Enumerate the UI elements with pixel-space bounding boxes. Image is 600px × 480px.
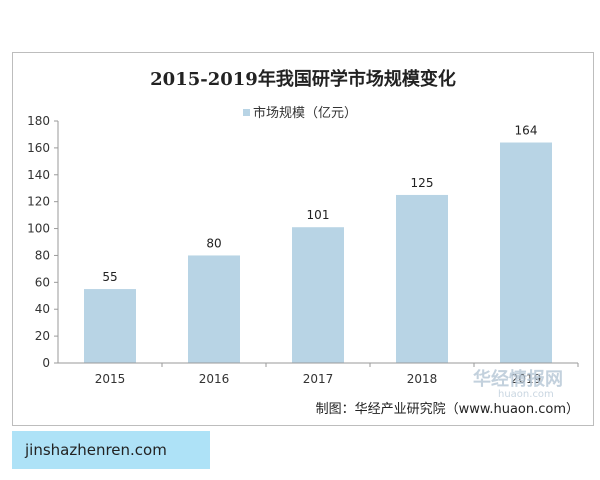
- watermark: 华经情报网 huaon.com: [473, 368, 563, 400]
- legend-label: 市场规模（亿元）: [253, 105, 357, 121]
- y-tick-label: 100: [27, 222, 50, 236]
- y-axis: 0 20 40 60 80 100 120 140 160 180: [27, 114, 59, 370]
- bar: [292, 227, 344, 363]
- y-tick-label: 180: [27, 114, 50, 128]
- legend: 市场规模（亿元）: [243, 105, 357, 121]
- bar: [396, 194, 448, 363]
- y-tick-label: 0: [42, 356, 50, 370]
- bar-chart: 2015-2019年我国研学市场规模变化 市场规模（亿元） 0 20 40 60 80 1…: [27, 68, 579, 417]
- data-label: 164: [515, 124, 538, 138]
- data-label: 125: [411, 176, 434, 190]
- source-note: 制图：华经产业研究院（www.huaon.com）: [316, 402, 579, 417]
- x-tick-label: 2015: [95, 372, 126, 386]
- y-tick-label: 20: [35, 329, 50, 343]
- data-label: 101: [307, 208, 330, 222]
- bar: [500, 142, 552, 363]
- bar: [84, 289, 136, 363]
- data-label: 80: [206, 236, 221, 250]
- y-tick-label: 160: [27, 141, 50, 155]
- bar: [188, 255, 240, 363]
- watermark-en: huaon.com: [498, 389, 554, 400]
- y-tick-label: 120: [27, 195, 50, 209]
- y-tick-label: 60: [35, 275, 50, 289]
- data-label: 55: [102, 270, 117, 284]
- chart-frame: 2015-2019年我国研学市场规模变化 市场规模（亿元） 0 20 40 60 80 1…: [12, 52, 594, 426]
- x-tick-label: 2018: [407, 372, 438, 386]
- x-tick-label: 2016: [199, 372, 230, 386]
- x-tick-label: 2017: [303, 372, 334, 386]
- chart-title: 2015-2019年我国研学市场规模变化: [150, 68, 456, 90]
- y-tick-label: 140: [27, 168, 50, 182]
- watermark-cn: 华经情报网: [473, 368, 563, 390]
- y-tick-label: 40: [35, 302, 50, 316]
- site-badge: jinshazhenren.com: [12, 431, 210, 469]
- y-tick-label: 80: [35, 248, 50, 262]
- x-tick-label: 2019: [511, 372, 542, 386]
- bars: 55 80 101 125 164: [84, 124, 552, 363]
- legend-swatch: [243, 109, 250, 116]
- x-axis: 2015 2016 2017 2018 2019: [58, 362, 579, 386]
